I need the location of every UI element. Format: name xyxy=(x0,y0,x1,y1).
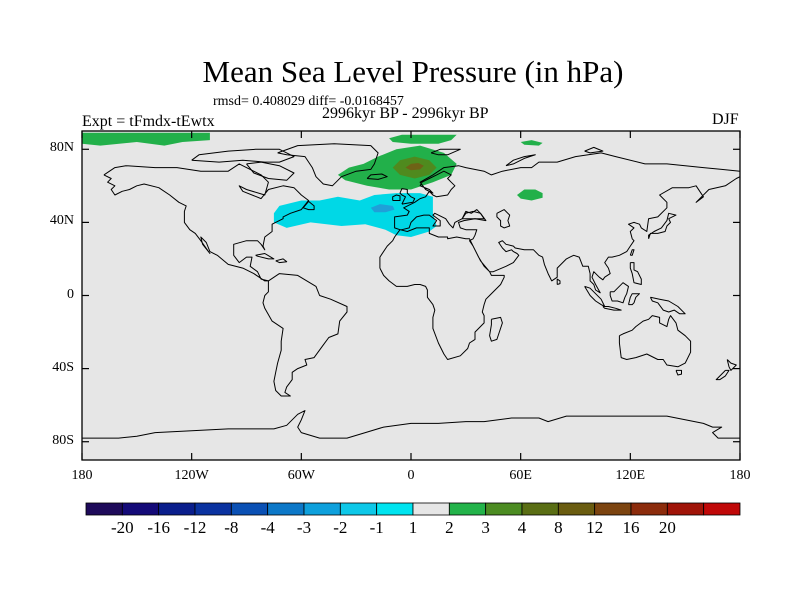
stats-line: rmsd= 0.408029 diff= -0.0168457 xyxy=(213,94,404,109)
coastline-uk xyxy=(399,188,416,205)
coastline-cuba xyxy=(255,253,275,260)
lon-label: 120E xyxy=(615,468,646,483)
anomaly-north-atlantic-low xyxy=(273,193,437,237)
coastline-philippines xyxy=(629,262,642,285)
anomaly-arctic-north-atlantic xyxy=(389,134,457,144)
colorbar-label: 12 xyxy=(586,518,604,537)
colorbar-label: -3 xyxy=(296,518,312,537)
coastline-madagascar xyxy=(489,316,503,342)
colorbar-box xyxy=(703,502,741,516)
anomaly-north-atlantic-core xyxy=(370,204,395,213)
coastline-iceland xyxy=(366,173,388,180)
coastline-layer xyxy=(82,143,741,439)
lat-label: 80S xyxy=(52,432,74,448)
colorbar-label: -12 xyxy=(183,518,207,537)
axis-ticks xyxy=(81,131,741,460)
lat-label: 40N xyxy=(49,213,74,229)
colorbar-label: 3 xyxy=(481,518,490,537)
colorbar-box xyxy=(557,502,596,516)
coastline-ireland xyxy=(392,194,401,201)
season-label: DJF xyxy=(712,111,739,128)
anomaly-nordic-high-peak xyxy=(405,163,424,171)
colorbar-box xyxy=(448,502,487,516)
coastline-australia xyxy=(618,315,692,368)
colorbar-box xyxy=(630,502,668,516)
coastline-antarctica xyxy=(82,410,740,439)
lon-label: 0 xyxy=(407,468,415,483)
lat-label: 80N xyxy=(49,140,74,156)
coastline-japan xyxy=(648,212,677,239)
colorbar-boxes xyxy=(85,502,741,516)
colorbar-box xyxy=(158,502,196,516)
colorbar-label: -2 xyxy=(333,518,348,537)
lat-label: 40S xyxy=(52,359,74,375)
lon-label: 60W xyxy=(287,468,315,483)
colorbar-box xyxy=(121,502,160,516)
coastline-taiwan xyxy=(629,249,635,256)
coastline-tasmania xyxy=(675,369,682,376)
coastline-black-sea xyxy=(461,210,485,220)
anomaly-arctic-west xyxy=(82,132,210,146)
coastline-java xyxy=(602,306,622,311)
colorbar-label: -20 xyxy=(110,518,134,537)
lon-label: 180 xyxy=(729,468,751,483)
lon-label: 60E xyxy=(509,468,532,483)
colorbar-box xyxy=(267,502,305,516)
coastline-afro-eurasia xyxy=(379,152,741,360)
colorbar-box xyxy=(303,502,341,516)
coastline-north-america xyxy=(103,163,310,282)
colorbar-label: 2 xyxy=(445,518,454,537)
colorbar-box xyxy=(666,502,705,516)
coastline-severnaya xyxy=(584,146,604,154)
coastline-sulawesi xyxy=(628,293,640,306)
anomaly-central-asia-patch xyxy=(517,189,543,201)
chart-title: Mean Sea Level Pressure (in hPa) xyxy=(202,54,624,89)
coastline-newfoundland xyxy=(302,200,315,211)
colorbar-label: 8 xyxy=(554,518,563,537)
coastline-novaya-zemlya xyxy=(505,154,536,167)
coastline-arabia-caspian xyxy=(496,209,511,229)
lon-label: 180 xyxy=(71,468,93,483)
lat-label: 0 xyxy=(67,286,74,302)
period-label: 2996kyr BP - 2996kyr BP xyxy=(322,105,489,122)
coastline-baffin xyxy=(246,161,295,181)
colorbar-label: 1 xyxy=(408,518,418,537)
coastline-new-zealand-n xyxy=(726,359,737,371)
colorbar-box xyxy=(194,502,232,516)
colorbar-label: -8 xyxy=(224,518,239,537)
coastline-new-zealand-s xyxy=(715,369,730,381)
colorbar-label: 4 xyxy=(517,518,527,537)
coastline-south-america xyxy=(262,273,348,397)
coastline-arctic-islands xyxy=(191,148,295,163)
colorbar-box xyxy=(412,502,450,516)
coastline-svalbard xyxy=(430,148,461,156)
colorbar-box xyxy=(376,502,414,516)
colorbar-box xyxy=(485,502,523,516)
colorbar-label: 20 xyxy=(658,518,676,537)
coastline-borneo xyxy=(609,282,629,304)
colorbar-box xyxy=(85,502,123,516)
colorbar-box xyxy=(230,502,269,516)
colorbar-label: -16 xyxy=(147,518,170,537)
colorbar-box xyxy=(339,502,378,516)
coastline-greenland xyxy=(277,143,379,187)
colorbar-label: -1 xyxy=(369,518,384,537)
coastline-hispaniola xyxy=(275,258,288,264)
coastline-new-guinea xyxy=(649,296,686,315)
colorbar-box xyxy=(521,502,559,516)
colorbar-label: -4 xyxy=(260,518,275,537)
colorbar-label: 16 xyxy=(622,518,640,537)
coastline-sri-lanka xyxy=(556,278,561,285)
experiment-label: Expt = tFmdx-tEwtx xyxy=(82,113,215,130)
lon-label: 120W xyxy=(174,468,209,483)
anomaly-east-arctic-patch xyxy=(520,140,543,146)
colorbar-box xyxy=(594,502,632,516)
